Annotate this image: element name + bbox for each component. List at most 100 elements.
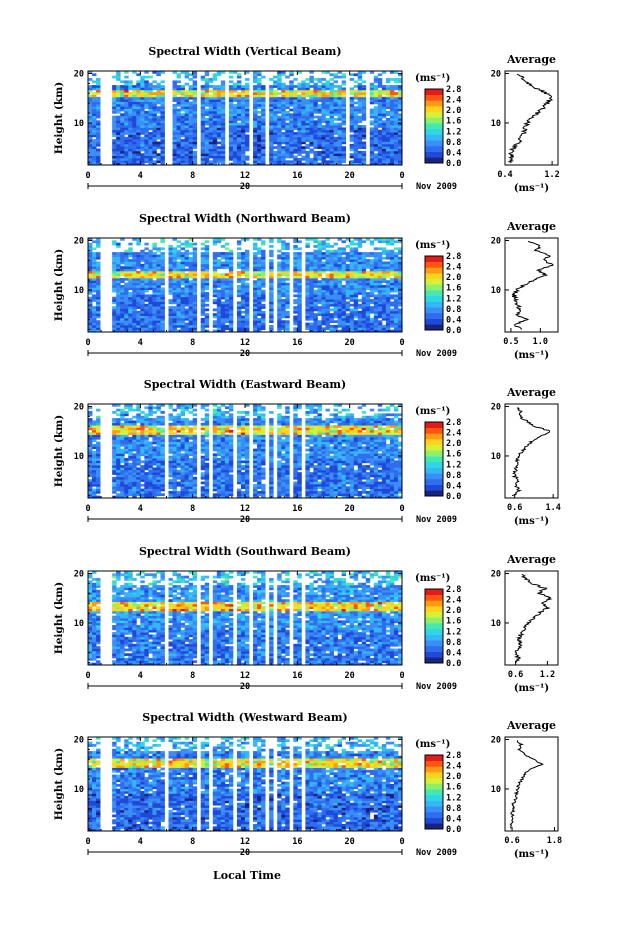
heatmap-cell	[88, 289, 93, 293]
heatmap-cell	[132, 71, 137, 74]
heatmap-cell	[116, 429, 121, 433]
heatmap-cell	[112, 301, 117, 305]
heatmap-cell	[385, 320, 391, 323]
heatmap-cell	[232, 85, 238, 88]
heatmap-cell	[329, 245, 334, 248]
heatmap-cell	[140, 139, 145, 142]
heatmap-cell	[305, 160, 310, 164]
heatmap-cell	[305, 99, 310, 102]
heatmap-cell	[329, 118, 334, 121]
heatmap-cell	[160, 113, 165, 117]
heatmap-cell	[385, 252, 391, 255]
heatmap-cell	[261, 99, 266, 102]
heatmap-cell	[236, 134, 242, 138]
heatmap-cell	[92, 453, 97, 457]
heatmap-cell	[253, 268, 258, 272]
average-profile-line	[511, 240, 554, 330]
heatmap-cell	[269, 252, 274, 255]
heatmap-cell	[373, 322, 379, 326]
heatmap-cell	[136, 87, 141, 91]
heatmap-cell	[353, 287, 359, 291]
heatmap-cell	[212, 94, 218, 98]
heatmap-cell	[357, 155, 363, 159]
heatmap-cell	[245, 101, 250, 105]
heatmap-cell	[232, 115, 238, 119]
heatmap-cell	[253, 136, 258, 140]
heatmap-cell	[136, 148, 141, 152]
heatmap-cell	[353, 310, 359, 314]
heatmap-cell	[397, 273, 403, 276]
heatmap-cell	[144, 75, 149, 79]
heatmap-cell	[329, 329, 334, 333]
heatmap-cell	[112, 110, 117, 114]
heatmap-cell	[309, 122, 314, 126]
heatmap-cell	[269, 155, 274, 159]
heatmap-cell	[96, 292, 101, 295]
heatmap-cell	[317, 256, 322, 260]
heatmap-cell	[293, 110, 298, 114]
heatmap-cell	[184, 242, 190, 246]
heatmap-cell	[112, 122, 117, 126]
heatmap-cell	[325, 261, 330, 265]
heatmap-cell	[192, 296, 198, 300]
heatmap-cell	[393, 282, 399, 286]
heatmap-cell	[180, 280, 186, 284]
heatmap-cell	[140, 285, 145, 288]
heatmap-cell	[124, 292, 129, 295]
heatmap-cell	[192, 94, 198, 98]
heatmap-cell	[204, 87, 210, 91]
heatmap-cell	[156, 106, 161, 109]
heatmap-cell	[236, 136, 242, 140]
heatmap-cell	[273, 127, 278, 131]
heatmap-cell	[140, 99, 145, 102]
heatmap-cell	[313, 327, 318, 331]
heatmap-cell	[88, 277, 93, 281]
heatmap-cell	[132, 289, 137, 293]
heatmap-cell	[353, 266, 359, 269]
heatmap-cell	[341, 308, 347, 312]
avg-x-unit: (ms⁻¹)	[514, 350, 549, 361]
heatmap-cell	[337, 313, 343, 316]
heatmap-cell	[369, 99, 375, 102]
heatmap-cell	[353, 120, 359, 124]
heatmap-cell	[216, 252, 222, 255]
heatmap-cell	[317, 94, 322, 98]
heatmap-cell	[140, 249, 145, 253]
heatmap-cell	[220, 99, 226, 102]
heatmap-cell	[156, 115, 161, 119]
heatmap-cell	[228, 134, 234, 138]
heatmap-cell	[333, 280, 338, 284]
heatmap-cell	[184, 299, 190, 302]
heatmap-cell	[128, 306, 133, 309]
heatmap-cell	[357, 71, 363, 74]
heatmap-cell	[160, 273, 165, 276]
heatmap-cell	[305, 132, 310, 135]
avg-x-tick-label: 1.0	[533, 337, 548, 347]
heatmap-cell	[120, 146, 125, 149]
heatmap-cell	[297, 280, 302, 284]
heatmap-cell	[184, 162, 190, 166]
heatmap-cell	[393, 113, 399, 117]
heatmap-cell	[357, 99, 363, 102]
heatmap-cell	[317, 122, 322, 126]
heatmap-cell	[305, 270, 310, 274]
heatmap-cell	[180, 113, 186, 117]
heatmap-cell	[305, 108, 310, 112]
heatmap-cell	[361, 99, 367, 102]
heatmap-cell	[261, 141, 266, 145]
heatmap-cell	[88, 139, 93, 142]
heatmap-cell	[253, 75, 258, 79]
heatmap-cell	[285, 247, 290, 251]
heatmap-cell	[257, 85, 262, 88]
heatmap-cell	[172, 315, 177, 319]
heatmap-cell	[369, 136, 375, 140]
heatmap-cell	[341, 75, 347, 79]
heatmap-cell	[148, 280, 153, 284]
heatmap-cell	[261, 322, 266, 326]
avg-y-tick-label: 10	[491, 119, 501, 129]
heatmap-cell	[156, 275, 161, 279]
heatmap-cell	[120, 132, 125, 135]
heatmap-cell	[281, 125, 286, 128]
heatmap-cell	[180, 139, 186, 142]
colorbar-segment	[425, 106, 443, 113]
